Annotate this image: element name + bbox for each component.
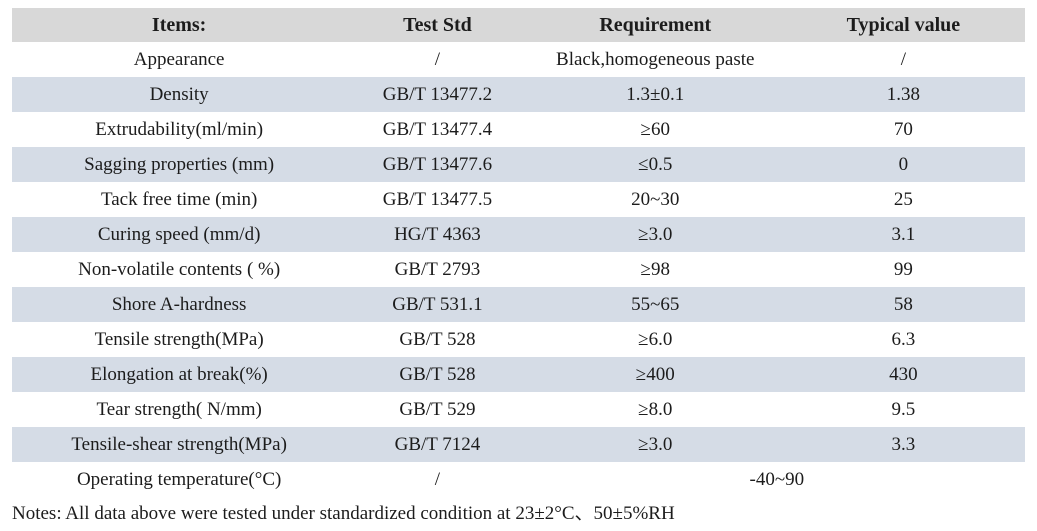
table-row: Tack free time (min) GB/T 13477.5 20~30 25	[12, 182, 1025, 217]
column-header: Items:	[12, 8, 347, 42]
cell-item: Curing speed (mm/d)	[97, 223, 261, 245]
cell-typical-value: 58	[893, 293, 913, 315]
spec-table: Items: Test Std Requirement Typical value A…	[12, 8, 1025, 497]
cell-test-std: /	[434, 48, 441, 70]
table-row: Appearance / Black,homogeneous paste /	[12, 42, 1025, 77]
table-row: Density GB/T 13477.2 1.3±0.1 1.38	[12, 77, 1025, 112]
notes-text: Notes: All data above were tested under …	[12, 503, 675, 524]
cell-typical-value: 430	[889, 363, 918, 385]
table-row: Curing speed (mm/d) HG/T 4363 ≥3.0 3.1	[12, 217, 1025, 252]
cell-test-std: HG/T 4363	[394, 223, 481, 245]
cell-requirement: 55~65	[631, 293, 680, 315]
cell-typical-value: 1.38	[886, 83, 921, 105]
table-row: Shore A-hardness GB/T 531.1 55~65 58	[12, 287, 1025, 322]
spec-table-body: Appearance / Black,homogeneous paste / Densi…	[12, 42, 1025, 497]
table-row: Non-volatile contents ( %) GB/T 2793 ≥98 99	[12, 252, 1025, 287]
column-header: Test Std	[346, 8, 529, 42]
cell-requirement: 1.3±0.1	[626, 83, 685, 105]
spec-table-header: Items: Test Std Requirement Typical value	[12, 8, 1025, 42]
column-header: Requirement	[528, 8, 782, 42]
cell-requirement: ≥400	[635, 363, 675, 385]
header-row: Items: Test Std Requirement Typical value	[12, 8, 1025, 42]
cell-test-std: GB/T 531.1	[392, 293, 483, 315]
cell-test-std: GB/T 528	[399, 328, 476, 350]
cell-requirement: 20~30	[631, 188, 680, 210]
cell-item: Sagging properties (mm)	[84, 153, 275, 175]
cell-test-std: GB/T 13477.5	[382, 188, 493, 210]
cell-typical-value: 70	[893, 118, 913, 140]
cell-item: Operating temperature(°C)	[76, 468, 282, 490]
table-row: Elongation at break(%) GB/T 528 ≥400 430	[12, 357, 1025, 392]
cell-item: Tack free time (min)	[100, 188, 258, 210]
cell-test-std: GB/T 528	[399, 363, 476, 385]
cell-test-std: GB/T 13477.4	[382, 118, 493, 140]
cell-typical-value: 99	[893, 258, 913, 280]
cell-typical-value: 25	[893, 188, 913, 210]
cell-requirement: ≥3.0	[638, 433, 673, 455]
table-row: Extrudability(ml/min) GB/T 13477.4 ≥60 70	[12, 112, 1025, 147]
cell-requirement: ≥98	[640, 258, 670, 280]
cell-test-std: GB/T 7124	[394, 433, 481, 455]
cell-requirement: ≥8.0	[638, 398, 673, 420]
cell-test-std: GB/T 13477.2	[382, 83, 493, 105]
cell-item: Density	[149, 83, 209, 105]
cell-item: Tensile-shear strength(MPa)	[71, 433, 287, 455]
cell-item: Tensile strength(MPa)	[94, 328, 264, 350]
table-row: Tensile-shear strength(MPa) GB/T 7124 ≥3.0…	[12, 427, 1025, 462]
cell-test-std: /	[434, 468, 441, 490]
cell-test-std: GB/T 13477.6	[382, 153, 493, 175]
cell-requirement: ≥3.0	[638, 223, 673, 245]
cell-test-std: GB/T 2793	[394, 258, 481, 280]
cell-test-std: GB/T 529	[399, 398, 476, 420]
cell-typical-value: 3.3	[891, 433, 916, 455]
column-header: Typical value	[781, 8, 1025, 42]
cell-requirement: ≥6.0	[638, 328, 673, 350]
cell-item: Shore A-hardness	[111, 293, 247, 315]
cell-item: Non-volatile contents ( %)	[78, 258, 281, 280]
cell-typical-value: 6.3	[891, 328, 916, 350]
cell-typical-value: 9.5	[891, 398, 916, 420]
table-row: Tear strength( N/mm) GB/T 529 ≥8.0 9.5	[12, 392, 1025, 427]
cell-typical-value: 3.1	[891, 223, 916, 245]
cell-requirement: ≤0.5	[638, 153, 673, 175]
table-row: Sagging properties (mm) GB/T 13477.6 ≤0.5 0	[12, 147, 1025, 182]
cell-requirement: Black,homogeneous paste	[556, 48, 755, 70]
cell-item: Appearance	[133, 48, 225, 70]
cell-typical-value: /	[900, 48, 907, 70]
cell-requirement: ≥60	[640, 118, 670, 140]
cell-requirement-span: -40~90	[749, 468, 805, 490]
cell-item: Elongation at break(%)	[90, 363, 268, 385]
cell-item: Extrudability(ml/min)	[95, 118, 264, 140]
table-row: Tensile strength(MPa) GB/T 528 ≥6.0 6.3	[12, 322, 1025, 357]
cell-item: Tear strength( N/mm)	[96, 398, 262, 420]
table-row: Operating temperature(°C) / -40~90	[12, 462, 1025, 497]
cell-typical-value: 0	[898, 153, 909, 175]
